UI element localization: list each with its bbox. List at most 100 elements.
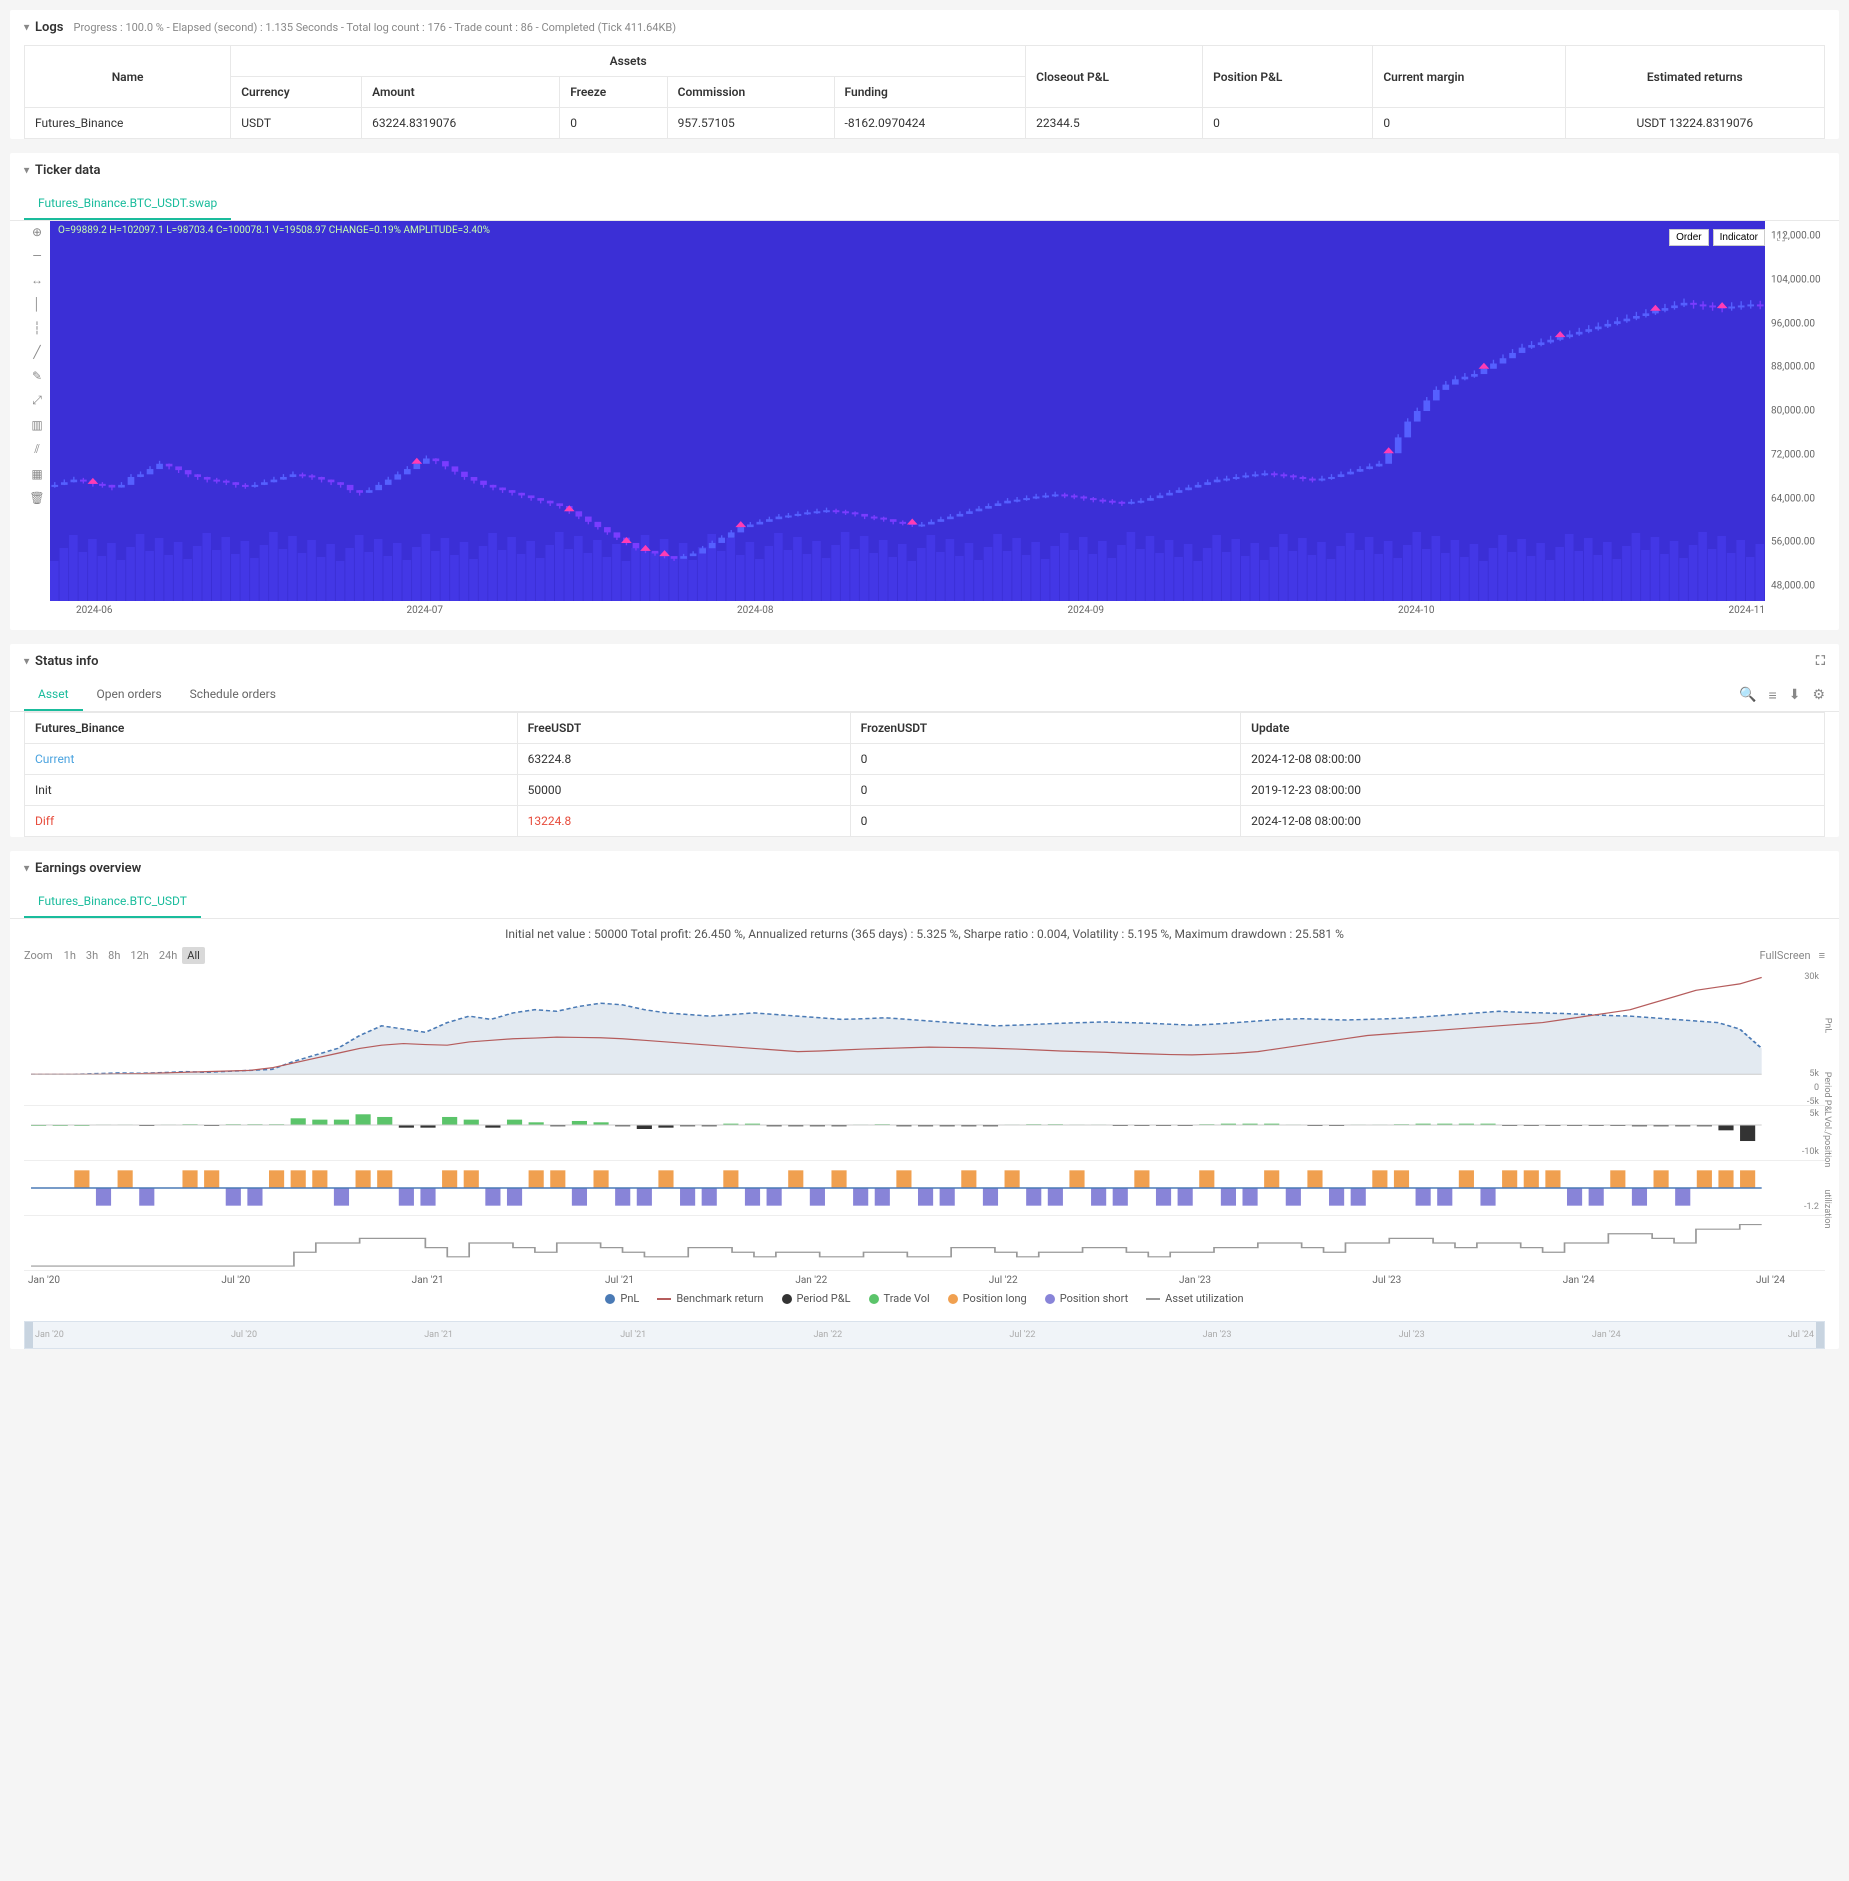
earnings-legend: PnLBenchmark returnPeriod P&LTrade VolPo… bbox=[24, 1286, 1825, 1307]
th-currency: Currency bbox=[231, 77, 362, 108]
zoom-label: Zoom bbox=[24, 949, 53, 962]
tool-hline-icon[interactable]: — bbox=[32, 249, 41, 263]
logs-header[interactable]: ▸ Logs Progress : 100.0 % - Elapsed (sec… bbox=[10, 10, 1839, 45]
earnings-summary: Initial net value : 50000 Total profit: … bbox=[10, 919, 1839, 949]
candle-chart-wrap: ⊕ — ↔ │ ┆ ╱ ✎ ⤢ ▥ ⫽ ▦ 🗑 O=99889.2 H=1020… bbox=[10, 221, 1839, 630]
status-table: Futures_BinanceFreeUSDTFrozenUSDTUpdate … bbox=[24, 712, 1825, 837]
th-closeout: Closeout P&L bbox=[1026, 46, 1203, 108]
tool-bars-icon[interactable]: ▥ bbox=[31, 418, 42, 432]
fullscreen-icon[interactable]: ⛶ bbox=[1816, 654, 1825, 669]
list-icon[interactable]: ≡ bbox=[1769, 687, 1777, 704]
tab-schedule-orders[interactable]: Schedule orders bbox=[176, 679, 290, 711]
gear-icon[interactable]: ⚙ bbox=[1812, 687, 1825, 704]
candle-buttons: Order Indicator bbox=[1669, 229, 1765, 246]
menu-icon[interactable]: ≡ bbox=[1819, 949, 1825, 962]
earnings-panel: ▸ Earnings overview Futures_Binance.BTC_… bbox=[10, 851, 1839, 1349]
ticker-tab[interactable]: Futures_Binance.BTC_USDT.swap bbox=[24, 188, 231, 220]
tool-channel-icon[interactable]: ⫽ bbox=[34, 442, 39, 457]
earnings-tab[interactable]: Futures_Binance.BTC_USDT bbox=[24, 886, 201, 918]
status-title: Status info bbox=[35, 654, 98, 669]
logs-panel: ▸ Logs Progress : 100.0 % - Elapsed (sec… bbox=[10, 10, 1839, 139]
th-margin: Current margin bbox=[1373, 46, 1565, 108]
util-ylabel: utilization bbox=[1822, 1189, 1832, 1228]
tool-arrow-icon[interactable]: ↔ bbox=[31, 273, 43, 287]
cell-freeze: 0 bbox=[560, 108, 667, 139]
ticker-tabs: Futures_Binance.BTC_USDT.swap bbox=[10, 188, 1839, 221]
zoom-3h[interactable]: 3h bbox=[81, 947, 103, 964]
pnl-ylabel: PnL bbox=[1822, 1017, 1832, 1033]
zoom-8h[interactable]: 8h bbox=[103, 947, 125, 964]
zoom-12h[interactable]: 12h bbox=[125, 947, 153, 964]
volpos-chart[interactable]: Vol./position -1.2 bbox=[24, 1161, 1825, 1216]
cell-returns: USDT 13224.8319076 bbox=[1565, 108, 1824, 139]
tool-ray-icon[interactable]: ⤢ bbox=[32, 393, 42, 408]
cell-commission: 957.57105 bbox=[667, 108, 834, 139]
order-button[interactable]: Order bbox=[1669, 229, 1709, 246]
tool-trash-icon[interactable]: 🗑 bbox=[29, 491, 44, 505]
ticker-title: Ticker data bbox=[35, 163, 100, 178]
zoom-24h[interactable]: 24h bbox=[154, 947, 182, 964]
cell-margin: 0 bbox=[1373, 108, 1565, 139]
tool-vline2-icon[interactable]: ┆ bbox=[33, 321, 40, 335]
search-icon[interactable]: 🔍 bbox=[1739, 687, 1756, 704]
th-returns: Estimated returns bbox=[1565, 46, 1824, 108]
cell-closeout: 22344.5 bbox=[1026, 108, 1203, 139]
navigator-range[interactable]: Jan '20Jul '20Jan '21Jul '21Jan '22Jul '… bbox=[24, 1321, 1825, 1349]
volpos-ylabel: Vol./position bbox=[1822, 1116, 1832, 1167]
util-chart[interactable]: utilization bbox=[24, 1216, 1825, 1271]
tool-trend-icon[interactable]: ╱ bbox=[33, 345, 40, 359]
cell-name: Futures_Binance bbox=[25, 108, 231, 139]
earnings-tabs: Futures_Binance.BTC_USDT bbox=[10, 886, 1839, 919]
cell-position: 0 bbox=[1203, 108, 1373, 139]
chevron-down-icon: ▸ bbox=[21, 659, 32, 664]
status-header[interactable]: ▸ Status info ⛶ bbox=[10, 644, 1839, 679]
nav-handle-right[interactable] bbox=[1816, 1322, 1824, 1348]
th-assets: Assets bbox=[231, 46, 1026, 77]
fullscreen-label[interactable]: FullScreen bbox=[1760, 949, 1811, 962]
logs-title: Logs bbox=[35, 20, 63, 35]
earnings-xaxis: Jan '20Jul '20Jan '21Jul '21Jan '22Jul '… bbox=[24, 1271, 1825, 1286]
th-funding: Funding bbox=[834, 77, 1026, 108]
tab-open-orders[interactable]: Open orders bbox=[83, 679, 176, 711]
logs-table: Name Assets Closeout P&L Position P&L Cu… bbox=[24, 45, 1825, 139]
status-panel: ▸ Status info ⛶ Asset Open orders Schedu… bbox=[10, 644, 1839, 837]
period-ylabel: Period P&L bbox=[1822, 1072, 1832, 1116]
earnings-charts: PnL 30k5k0-5k Period P&L 5k-10k Vol./pos… bbox=[10, 966, 1839, 1317]
chevron-down-icon: ▸ bbox=[21, 866, 32, 871]
period-chart[interactable]: Period P&L 5k-10k bbox=[24, 1106, 1825, 1161]
th-position: Position P&L bbox=[1203, 46, 1373, 108]
tool-crosshair-icon[interactable]: ⊕ bbox=[32, 225, 42, 239]
candle-plot[interactable] bbox=[50, 221, 1765, 601]
candle-toolbar: ⊕ — ↔ │ ┆ ╱ ✎ ⤢ ▥ ⫽ ▦ 🗑 bbox=[24, 221, 50, 616]
cell-currency: USDT bbox=[231, 108, 362, 139]
zoom-All[interactable]: All bbox=[182, 947, 205, 964]
chevron-down-icon: ▸ bbox=[21, 168, 32, 173]
logs-subtitle: Progress : 100.0 % - Elapsed (second) : … bbox=[74, 21, 677, 34]
fullscreen-icon[interactable]: ⛶ bbox=[1777, 231, 1785, 245]
ticker-header[interactable]: ▸ Ticker data bbox=[10, 153, 1839, 188]
earnings-title: Earnings overview bbox=[35, 861, 141, 876]
cell-amount: 63224.8319076 bbox=[362, 108, 560, 139]
th-commission: Commission bbox=[667, 77, 834, 108]
candle-xaxis: 2024-062024-072024-082024-092024-102024-… bbox=[50, 601, 1825, 616]
earnings-controls: Zoom 1h3h8h12h24hAll FullScreen ≡ bbox=[10, 949, 1839, 966]
nav-handle-left[interactable] bbox=[25, 1322, 33, 1348]
th-freeze: Freeze bbox=[560, 77, 667, 108]
download-icon[interactable]: ⬇ bbox=[1789, 687, 1801, 704]
candle-yaxis: 112,000.00104,000.0096,000.0088,000.0080… bbox=[1765, 221, 1825, 601]
logs-row: Futures_Binance USDT 63224.8319076 0 957… bbox=[25, 108, 1825, 139]
cell-funding: -8162.0970424 bbox=[834, 108, 1026, 139]
zoom-1h[interactable]: 1h bbox=[59, 947, 81, 964]
status-tabs: Asset Open orders Schedule orders 🔍 ≡ ⬇ … bbox=[10, 679, 1839, 712]
th-amount: Amount bbox=[362, 77, 560, 108]
tool-vline-icon[interactable]: │ bbox=[33, 297, 41, 311]
tab-asset[interactable]: Asset bbox=[24, 679, 83, 711]
ticker-panel: ▸ Ticker data Futures_Binance.BTC_USDT.s… bbox=[10, 153, 1839, 630]
indicator-button[interactable]: Indicator bbox=[1713, 229, 1765, 246]
tool-pencil-icon[interactable]: ✎ bbox=[32, 369, 42, 383]
tool-grid-icon[interactable]: ▦ bbox=[31, 467, 42, 481]
earnings-header[interactable]: ▸ Earnings overview bbox=[10, 851, 1839, 886]
pnl-chart[interactable]: PnL 30k5k0-5k bbox=[24, 966, 1825, 1106]
th-name: Name bbox=[25, 46, 231, 108]
candle-ohlc: O=99889.2 H=102097.1 L=98703.4 C=100078.… bbox=[58, 225, 490, 236]
